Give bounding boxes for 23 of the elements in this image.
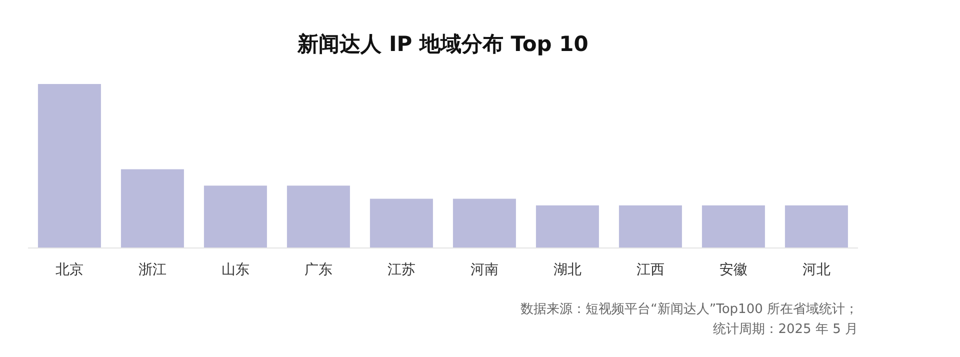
bar bbox=[204, 186, 267, 248]
bar bbox=[702, 205, 765, 248]
bar bbox=[370, 198, 433, 248]
source-note: 数据来源：短视频平台“新闻达人”Top100 所在省域统计； bbox=[520, 301, 858, 319]
bar bbox=[38, 84, 101, 248]
x-tick-label: 浙江 bbox=[138, 262, 166, 278]
x-tick-label: 江西 bbox=[636, 262, 664, 278]
x-tick-label: 湖北 bbox=[554, 262, 582, 278]
bar bbox=[784, 205, 848, 248]
text: 统计周期：2025 年 5 月 bbox=[712, 321, 858, 339]
bar bbox=[286, 186, 350, 248]
bar bbox=[120, 169, 184, 248]
chart-title: 新闻达人 IP 地域分布 Top 10 bbox=[296, 31, 590, 58]
x-tick-label: 河北 bbox=[802, 262, 830, 278]
x-tick-label: 山东 bbox=[222, 262, 250, 278]
x-tick-label: 广东 bbox=[304, 262, 332, 278]
x-tick-label: 河南 bbox=[470, 262, 498, 278]
x-tick-label: 江苏 bbox=[388, 262, 416, 278]
bar bbox=[452, 198, 516, 248]
x-tick-label: 安徽 bbox=[720, 262, 748, 278]
x-tick-label: 北京 bbox=[56, 262, 84, 278]
bar bbox=[618, 205, 682, 248]
bar bbox=[536, 205, 599, 248]
